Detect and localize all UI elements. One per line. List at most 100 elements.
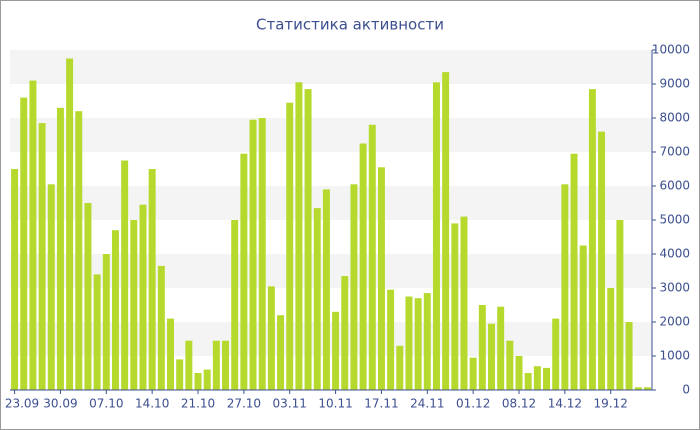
bar [157,265,165,390]
y-tick-label: 10000 [652,43,690,57]
bar [167,318,174,390]
bar [570,153,578,390]
bar [460,216,468,390]
bar [313,208,321,390]
bar [588,89,596,390]
bar [368,124,376,391]
bar [148,169,156,390]
bar [38,123,46,390]
grid-band [10,118,652,152]
bar [295,82,303,391]
grid-band [10,50,652,84]
bar [240,153,248,390]
x-tick-label: 17.11 [364,397,398,411]
bar [267,286,275,390]
bar [616,220,624,390]
bar [543,367,551,390]
y-tick-label: 2000 [659,315,690,329]
y-tick-label: 5000 [659,213,690,227]
bar [286,102,294,390]
bar [139,204,147,390]
bar [111,230,119,390]
bar [332,311,340,390]
x-tick-label: 08.12 [502,397,536,411]
bar [304,89,312,390]
bar [11,169,19,390]
bar [194,373,202,390]
x-tick-label: 10.11 [318,397,352,411]
x-tick-label: 14.12 [548,397,582,411]
y-tick-label: 0 [682,383,690,397]
bar [121,160,129,390]
bar [497,306,505,390]
bar [414,298,422,390]
bar [359,143,367,390]
bar [524,373,532,390]
y-tick-label: 6000 [659,179,690,193]
bar [102,254,110,390]
y-tick-label: 8000 [659,111,690,125]
bar [634,387,642,390]
bar [515,356,523,390]
x-tick-label: 07.10 [89,397,123,411]
bar [451,223,459,390]
bar [488,323,495,390]
bar [387,289,395,390]
bar [607,288,615,390]
bar [176,359,184,390]
bar [130,220,138,390]
y-tick-label: 1000 [659,349,690,363]
x-tick-label: 01.12 [456,397,490,411]
bar [561,184,569,390]
bar [469,357,477,390]
y-tick-label: 4000 [659,247,690,261]
y-tick-label: 3000 [659,281,690,295]
bar [322,189,330,390]
bar [212,340,220,390]
bar [185,340,193,390]
bar [84,203,92,390]
bar [533,366,541,390]
bar [478,305,486,390]
bar [432,82,440,391]
x-tick-label: 24.11 [410,397,444,411]
bar [405,296,413,390]
y-tick-label: 9000 [659,77,690,91]
x-tick-label: 27.10 [227,397,261,411]
bar [506,340,514,390]
bar [423,293,431,390]
chart-title: Статистика активности [256,16,444,34]
x-tick-label: 03.11 [273,397,307,411]
bar [598,131,606,390]
bar [442,72,450,390]
bar [258,118,266,390]
bar [350,184,358,390]
bar [552,318,560,390]
bar [93,274,101,390]
bar [377,167,385,390]
bar [625,322,633,390]
grid-band [10,186,652,220]
x-tick-label: 23.09 [5,397,39,411]
bar [579,245,587,390]
bar [222,340,230,390]
bar [341,276,349,390]
bar [643,387,651,390]
bar [231,220,239,390]
bar [203,369,211,390]
bar [47,184,55,390]
bar [396,345,404,390]
bar [66,58,74,390]
bar [29,80,37,390]
bar [20,97,28,390]
bar [75,111,83,390]
bar [277,315,285,390]
bar [56,107,64,391]
bar [249,119,257,390]
y-tick-label: 7000 [659,145,690,159]
x-tick-label: 30.09 [43,397,77,411]
x-tick-label: 19.12 [594,397,628,411]
x-tick-label: 14.10 [135,397,169,411]
x-tick-label: 21.10 [181,397,215,411]
